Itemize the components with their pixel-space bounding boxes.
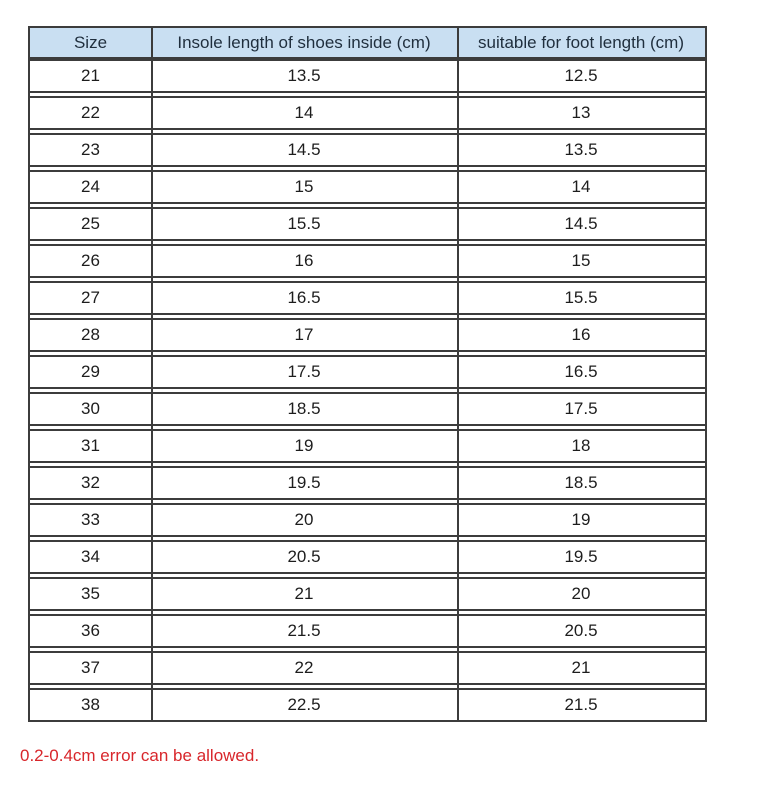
size-table: Size Insole length of shoes inside (cm) … xyxy=(28,26,707,722)
cell-insole-length: 21.5 xyxy=(287,621,321,640)
cell-insole-length: 19.5 xyxy=(287,473,321,492)
cell-foot-length: 20 xyxy=(571,584,591,603)
table-row: 26 16 15 xyxy=(30,244,705,278)
cell-size: 28 xyxy=(81,325,100,344)
cell-size: 23 xyxy=(81,140,100,159)
cell-size: 25 xyxy=(81,214,100,233)
cell-insole-length: 15 xyxy=(294,177,314,196)
table-header-row: Size Insole length of shoes inside (cm) … xyxy=(30,28,705,59)
column-divider-1 xyxy=(151,28,153,720)
cell-insole-length: 21 xyxy=(294,584,314,603)
cell-foot-length: 16.5 xyxy=(564,362,598,381)
cell-insole-length: 16 xyxy=(294,251,314,270)
table-row: 24 15 14 xyxy=(30,170,705,204)
table-row: 30 18.5 17.5 xyxy=(30,392,705,426)
cell-foot-length: 18 xyxy=(571,436,591,455)
header-cell-insole-length: Insole length of shoes inside (cm) xyxy=(177,33,431,52)
cell-size: 22 xyxy=(81,103,100,122)
cell-insole-length: 19 xyxy=(294,436,314,455)
table-row: 32 19.5 18.5 xyxy=(30,466,705,500)
table-row: 34 20.5 19.5 xyxy=(30,540,705,574)
cell-size: 27 xyxy=(81,288,100,307)
cell-insole-length: 17 xyxy=(294,325,314,344)
size-chart-page: Size Insole length of shoes inside (cm) … xyxy=(0,26,757,800)
cell-foot-length: 20.5 xyxy=(564,621,598,640)
cell-size: 29 xyxy=(81,362,100,381)
cell-insole-length: 15.5 xyxy=(287,214,321,233)
cell-insole-length: 13.5 xyxy=(287,66,321,85)
table-row: 29 17.5 16.5 xyxy=(30,355,705,389)
cell-size: 33 xyxy=(81,510,100,529)
cell-foot-length: 15.5 xyxy=(564,288,598,307)
cell-insole-length: 18.5 xyxy=(287,399,321,418)
cell-size: 26 xyxy=(81,251,100,270)
table-row: 31 19 18 xyxy=(30,429,705,463)
table-row: 25 15.5 14.5 xyxy=(30,207,705,241)
cell-size: 31 xyxy=(81,436,100,455)
header-cell-size: Size xyxy=(73,33,108,52)
cell-size: 34 xyxy=(81,547,100,566)
table-row: 35 21 20 xyxy=(30,577,705,611)
cell-insole-length: 17.5 xyxy=(287,362,321,381)
table-row: 37 22 21 xyxy=(30,651,705,685)
column-divider-2 xyxy=(457,28,459,720)
table-row: 36 21.5 20.5 xyxy=(30,614,705,648)
cell-foot-length: 13.5 xyxy=(564,140,598,159)
cell-insole-length: 14.5 xyxy=(287,140,321,159)
table-row: 28 17 16 xyxy=(30,318,705,352)
cell-foot-length: 16 xyxy=(571,325,591,344)
cell-size: 32 xyxy=(81,473,100,492)
cell-foot-length: 19.5 xyxy=(564,547,598,566)
table-row: 27 16.5 15.5 xyxy=(30,281,705,315)
table-row: 23 14.5 13.5 xyxy=(30,133,705,167)
cell-foot-length: 21.5 xyxy=(564,695,598,714)
table-row: 38 22.5 21.5 xyxy=(30,688,705,720)
cell-size: 21 xyxy=(81,66,100,85)
cell-size: 37 xyxy=(81,658,100,677)
cell-insole-length: 20 xyxy=(294,510,314,529)
cell-foot-length: 19 xyxy=(571,510,591,529)
cell-insole-length: 14 xyxy=(294,103,314,122)
table-row: 21 13.5 12.5 xyxy=(30,59,705,93)
cell-foot-length: 21 xyxy=(571,658,591,677)
table-row: 22 14 13 xyxy=(30,96,705,130)
cell-foot-length: 14.5 xyxy=(564,214,598,233)
cell-foot-length: 12.5 xyxy=(564,66,598,85)
cell-size: 35 xyxy=(81,584,100,603)
error-note: 0.2-0.4cm error can be allowed. xyxy=(20,746,260,765)
cell-size: 36 xyxy=(81,621,100,640)
cell-size: 38 xyxy=(81,695,100,714)
cell-foot-length: 14 xyxy=(571,177,591,196)
cell-foot-length: 18.5 xyxy=(564,473,598,492)
cell-size: 30 xyxy=(81,399,100,418)
cell-insole-length: 22.5 xyxy=(287,695,321,714)
cell-foot-length: 15 xyxy=(571,251,591,270)
cell-size: 24 xyxy=(81,177,100,196)
header-cell-foot-length: suitable for foot length (cm) xyxy=(478,33,684,52)
table-body: 21 13.5 12.5 22 14 13 23 14.5 13.5 24 15… xyxy=(30,59,705,720)
table-row: 33 20 19 xyxy=(30,503,705,537)
cell-foot-length: 13 xyxy=(571,103,591,122)
cell-insole-length: 16.5 xyxy=(287,288,321,307)
cell-insole-length: 20.5 xyxy=(287,547,321,566)
cell-insole-length: 22 xyxy=(294,658,314,677)
cell-foot-length: 17.5 xyxy=(564,399,598,418)
